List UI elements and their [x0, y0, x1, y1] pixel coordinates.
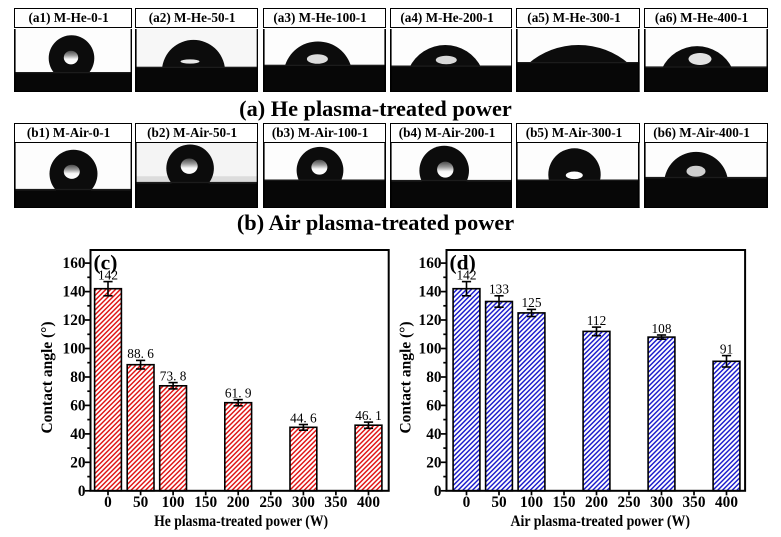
svg-text:46. 1: 46. 1 [355, 408, 382, 423]
svg-text:20: 20 [70, 454, 86, 471]
svg-text:350: 350 [683, 494, 706, 511]
svg-text:120: 120 [419, 312, 442, 329]
svg-text:73. 8: 73. 8 [160, 368, 187, 383]
svg-text:0: 0 [104, 494, 112, 511]
svg-text:100: 100 [162, 494, 185, 511]
svg-text:160: 160 [63, 255, 86, 272]
svg-text:Contact angle (°): Contact angle (°) [395, 322, 414, 434]
svg-text:140: 140 [419, 284, 442, 301]
svg-text:0: 0 [463, 494, 471, 511]
svg-text:0: 0 [78, 483, 86, 500]
svg-text:300: 300 [650, 494, 673, 511]
svg-text:50: 50 [133, 494, 149, 511]
svg-text:20: 20 [426, 454, 442, 471]
svg-text:200: 200 [585, 494, 608, 511]
svg-text:150: 150 [194, 494, 217, 511]
svg-text:160: 160 [419, 255, 442, 272]
svg-text:100: 100 [419, 341, 442, 358]
svg-text:60: 60 [70, 398, 86, 415]
svg-text:350: 350 [324, 494, 347, 511]
svg-text:400: 400 [715, 494, 738, 511]
svg-text:40: 40 [70, 426, 86, 443]
svg-text:He plasma-treated power (W): He plasma-treated power (W) [154, 511, 328, 530]
svg-text:Air plasma-treated power (W): Air plasma-treated power (W) [511, 511, 691, 530]
svg-text:91: 91 [720, 341, 733, 356]
svg-text:Contact angle (°): Contact angle (°) [37, 322, 56, 434]
svg-text:80: 80 [426, 369, 442, 386]
svg-text:400: 400 [357, 494, 380, 511]
svg-text:(c): (c) [94, 251, 118, 275]
svg-text:140: 140 [63, 284, 86, 301]
svg-text:125: 125 [522, 295, 542, 310]
svg-text:0: 0 [434, 483, 442, 500]
svg-text:60: 60 [426, 398, 442, 415]
svg-text:(d): (d) [450, 251, 476, 275]
svg-text:88. 6: 88. 6 [127, 346, 154, 361]
svg-text:120: 120 [63, 312, 86, 329]
svg-text:150: 150 [553, 494, 576, 511]
svg-text:44. 6: 44. 6 [290, 410, 317, 425]
svg-text:50: 50 [491, 494, 507, 511]
svg-text:100: 100 [520, 494, 543, 511]
svg-text:250: 250 [259, 494, 282, 511]
svg-text:133: 133 [489, 282, 509, 297]
svg-text:112: 112 [587, 313, 606, 328]
svg-text:40: 40 [426, 426, 442, 443]
svg-text:80: 80 [70, 369, 86, 386]
svg-text:108: 108 [652, 321, 672, 336]
svg-text:200: 200 [227, 494, 250, 511]
svg-text:100: 100 [63, 341, 86, 358]
svg-text:250: 250 [618, 494, 641, 511]
svg-text:61. 9: 61. 9 [225, 385, 252, 400]
svg-text:142: 142 [98, 267, 118, 282]
svg-text:300: 300 [292, 494, 315, 511]
svg-text:142: 142 [457, 267, 477, 282]
